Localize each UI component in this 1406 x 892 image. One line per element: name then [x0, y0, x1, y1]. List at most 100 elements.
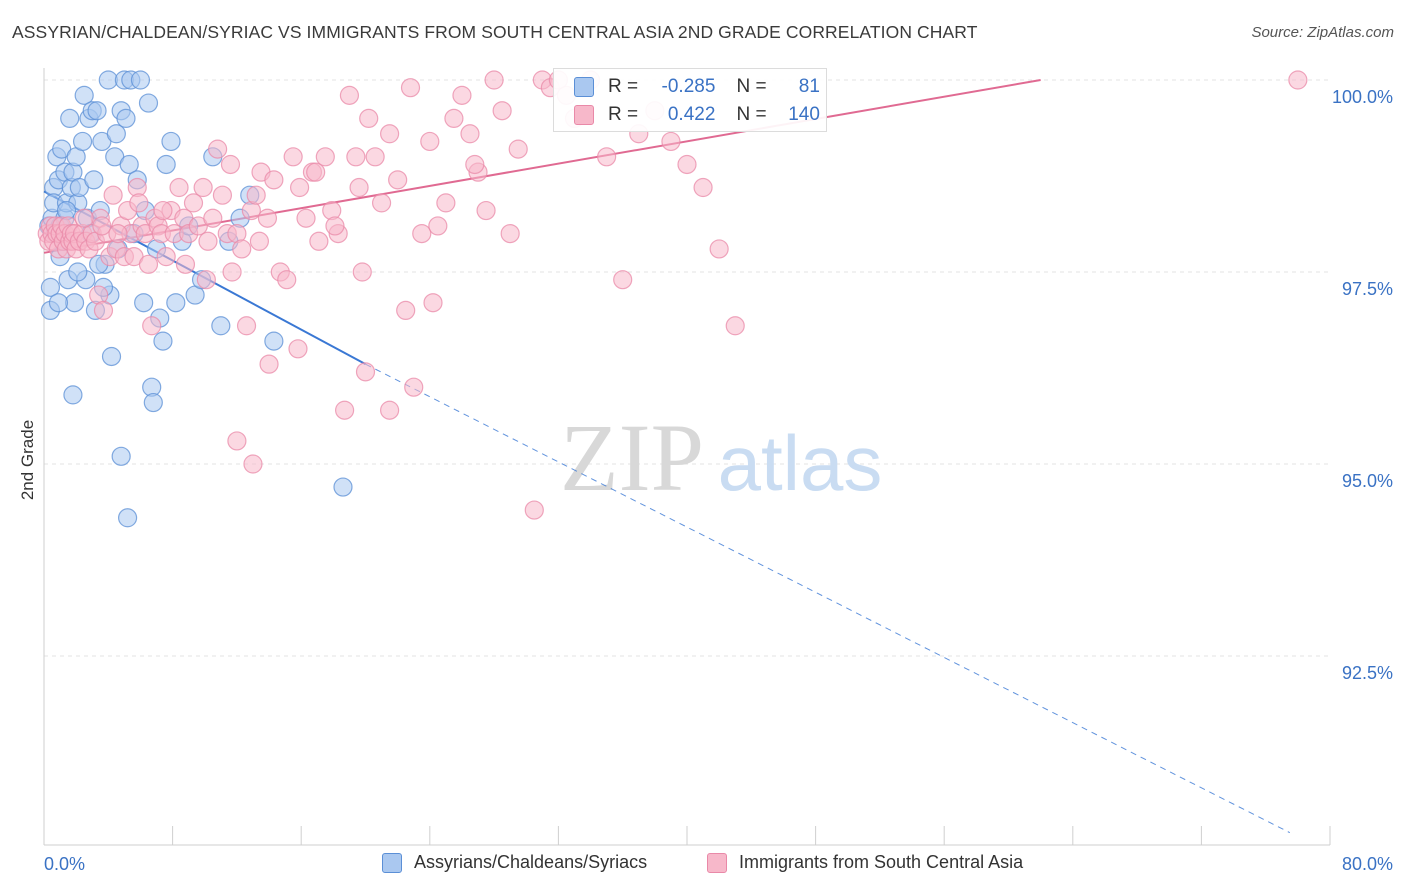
- point-south-central-asia: [400, 78, 421, 98]
- point-south-central-asia: [500, 224, 520, 244]
- point-south-central-asia: [349, 177, 369, 198]
- point-south-central-asia: [220, 154, 241, 175]
- stats-row-series1: R = -0.285 N = 81: [574, 73, 820, 101]
- point-south-central-asia: [380, 400, 400, 420]
- stats-row-series2: R = 0.422 N = 140: [574, 101, 820, 129]
- point-south-central-asia: [196, 270, 216, 290]
- point-south-central-asia: [355, 362, 376, 382]
- point-south-central-asia: [444, 108, 464, 129]
- trend-line-assyrian-extension: [365, 363, 1291, 834]
- point-assyrian: [111, 446, 131, 466]
- point-south-central-asia: [335, 400, 355, 420]
- source-label: Source: ZipAtlas.com: [1251, 24, 1394, 41]
- axes: [43, 68, 1331, 846]
- stats-swatch-series1: [574, 77, 594, 97]
- watermark-zip: ZIP: [560, 404, 704, 511]
- point-south-central-asia: [371, 193, 392, 213]
- point-south-central-asia: [465, 154, 485, 175]
- legend-item-series1[interactable]: Assyrians/Chaldeans/Syriacs: [382, 852, 647, 873]
- point-south-central-asia: [198, 231, 218, 251]
- point-south-central-asia: [208, 139, 228, 159]
- point-assyrian: [48, 293, 69, 313]
- point-south-central-asia: [524, 500, 544, 520]
- y-tick-label: 97.5%: [1342, 279, 1393, 299]
- point-south-central-asia: [249, 231, 270, 251]
- point-assyrian: [119, 154, 139, 175]
- point-south-central-asia: [153, 200, 173, 221]
- point-south-central-asia: [288, 339, 308, 359]
- point-assyrian: [134, 293, 154, 313]
- point-south-central-asia: [309, 231, 329, 251]
- point-south-central-asia: [92, 216, 112, 236]
- point-south-central-asia: [484, 70, 504, 90]
- point-assyrian: [106, 124, 126, 144]
- watermark-atlas: atlas: [718, 419, 883, 507]
- point-south-central-asia: [212, 185, 233, 205]
- point-south-central-asia: [404, 377, 424, 397]
- point-assyrian: [156, 154, 176, 175]
- point-south-central-asia: [380, 124, 400, 144]
- point-south-central-asia: [359, 108, 379, 129]
- point-south-central-asia: [232, 239, 252, 259]
- r-value: 0.422: [667, 104, 716, 125]
- point-south-central-asia: [460, 124, 480, 144]
- point-south-central-asia: [315, 147, 335, 167]
- point-assyrian: [60, 108, 80, 129]
- data-points: [37, 70, 1308, 528]
- point-south-central-asia: [108, 224, 128, 244]
- point-south-central-asia: [156, 247, 176, 267]
- point-south-central-asia: [352, 262, 372, 282]
- point-south-central-asia: [203, 208, 223, 228]
- point-assyrian: [68, 262, 88, 282]
- point-south-central-asia: [508, 139, 528, 159]
- point-south-central-asia: [129, 193, 149, 213]
- legend-swatch-series1: [382, 852, 402, 873]
- legend-label-series1: Assyrians/Chaldeans/Syriacs: [414, 852, 648, 872]
- point-south-central-asia: [193, 177, 213, 198]
- point-assyrian: [98, 70, 118, 90]
- point-south-central-asia: [74, 208, 94, 228]
- point-assyrian: [101, 346, 122, 367]
- watermark: ZIP atlas: [560, 404, 882, 511]
- point-south-central-asia: [169, 177, 189, 198]
- stats-box: R = -0.285 N = 81 R = 0.422 N = 140: [553, 68, 827, 132]
- tick-labels: 100.0% 97.5% 95.0% 92.5% 0.0% 80.0%: [44, 87, 1393, 874]
- point-south-central-asia: [693, 177, 713, 198]
- n-value: 81: [798, 76, 820, 97]
- legend-label-series2: Immigrants from South Central Asia: [739, 852, 1024, 872]
- point-assyrian: [211, 316, 231, 336]
- point-assyrian: [74, 85, 94, 105]
- legend-item-series2[interactable]: Immigrants from South Central Asia: [707, 852, 1023, 873]
- point-south-central-asia: [423, 293, 443, 313]
- point-south-central-asia: [428, 216, 448, 236]
- point-south-central-asia: [1288, 70, 1308, 90]
- point-south-central-asia: [396, 300, 416, 320]
- point-south-central-asia: [420, 131, 440, 152]
- legend: Assyrians/Chaldeans/Syriacs Immigrants f…: [0, 850, 1406, 880]
- point-south-central-asia: [283, 147, 303, 167]
- point-south-central-asia: [412, 224, 432, 244]
- point-south-central-asia: [222, 262, 242, 282]
- point-south-central-asia: [677, 154, 697, 175]
- point-south-central-asia: [227, 431, 247, 451]
- y-tick-label: 100.0%: [1332, 87, 1393, 107]
- r-label: R =: [608, 76, 639, 97]
- point-south-central-asia: [175, 254, 196, 274]
- r-value: -0.285: [661, 76, 716, 97]
- y-tick-label: 92.5%: [1342, 663, 1393, 683]
- point-south-central-asia: [259, 354, 279, 374]
- point-assyrian: [117, 508, 138, 528]
- point-south-central-asia: [306, 162, 326, 182]
- point-south-central-asia: [452, 85, 472, 105]
- point-south-central-asia: [365, 147, 385, 167]
- point-south-central-asia: [243, 454, 263, 474]
- point-south-central-asia: [346, 147, 366, 167]
- x-tick-label: 0.0%: [44, 854, 85, 874]
- point-assyrian: [264, 331, 284, 351]
- point-assyrian: [84, 170, 104, 190]
- point-south-central-asia: [597, 147, 617, 167]
- point-assyrian: [161, 131, 181, 152]
- point-assyrian: [166, 293, 186, 313]
- point-south-central-asia: [289, 177, 310, 198]
